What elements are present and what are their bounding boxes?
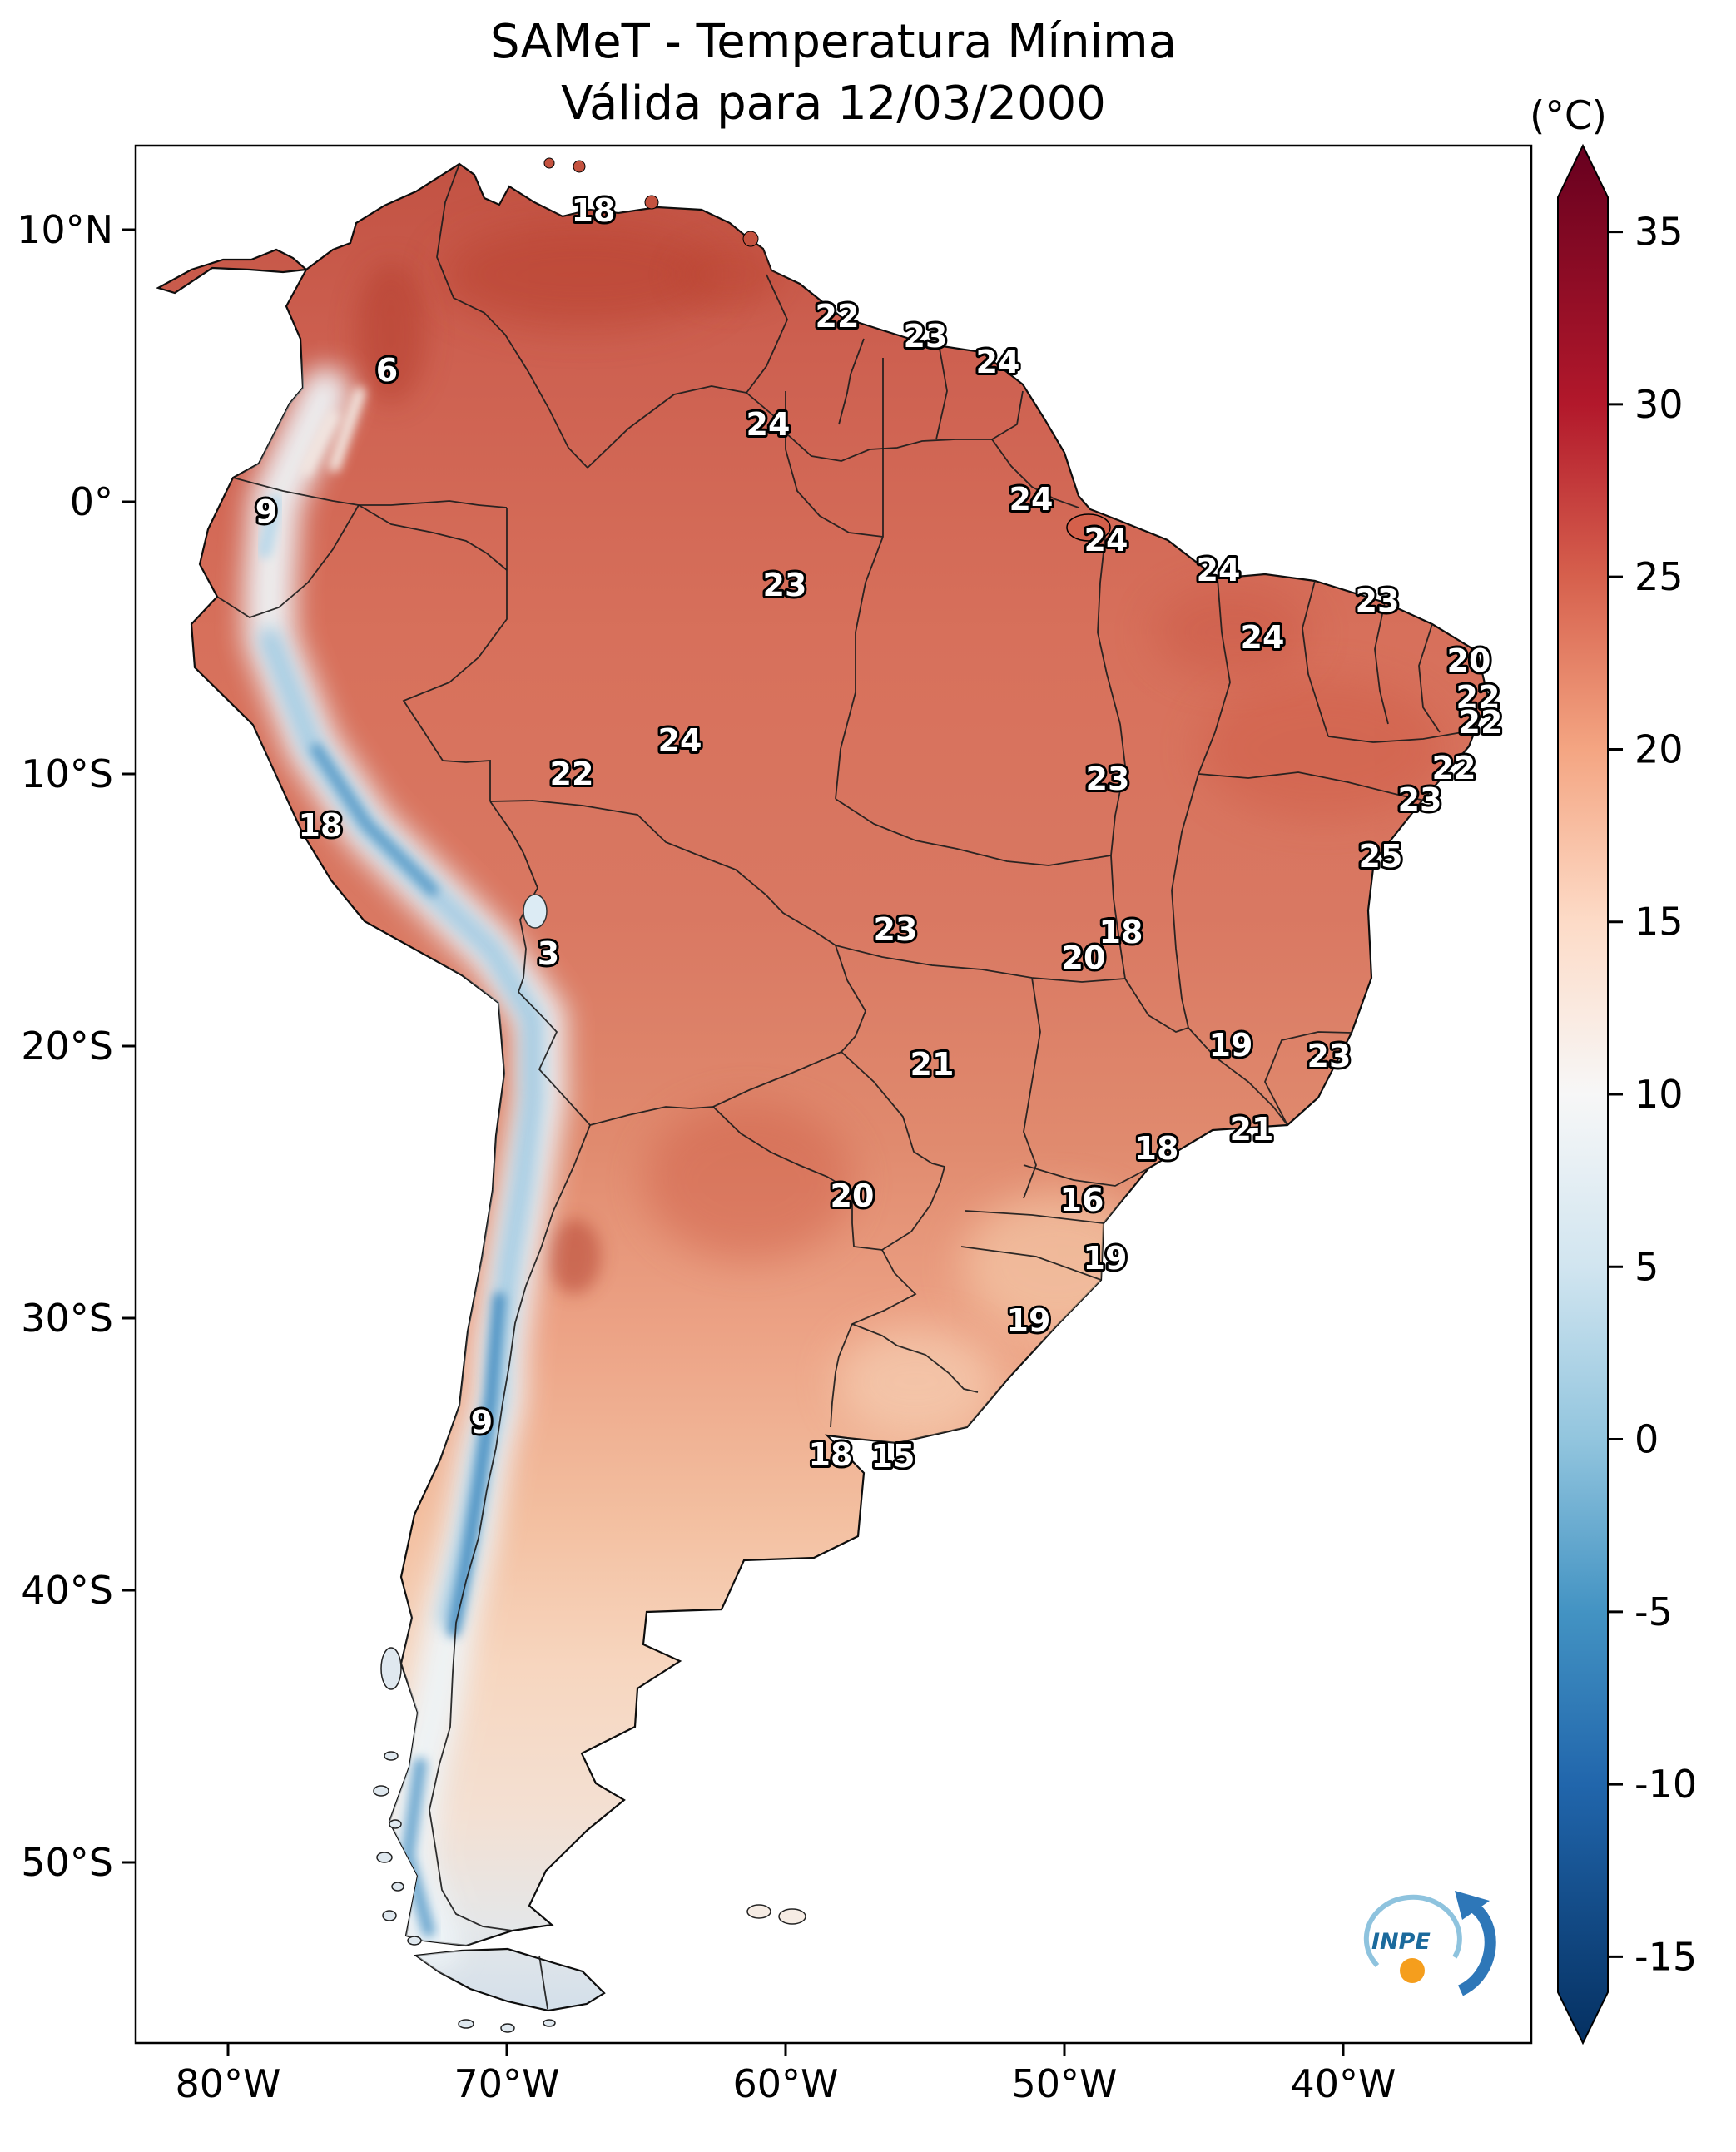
temperature-label: 24	[976, 344, 1020, 380]
lon-tick-label: 50°W	[1011, 2061, 1117, 2106]
temperature-label: 6	[376, 352, 398, 389]
inpe-logo: INPE	[1363, 1891, 1496, 1996]
temperature-label: 18	[1135, 1130, 1179, 1167]
temperature-label: 20	[1062, 940, 1106, 976]
temperature-label: 22	[550, 756, 594, 792]
colorbar-tick-label: 10	[1634, 1072, 1684, 1117]
temperature-label: 16	[1060, 1182, 1104, 1218]
colorbar-tick-label: 30	[1634, 382, 1684, 427]
temperature-label: 19	[1209, 1027, 1253, 1064]
temperature-label: 22	[816, 298, 860, 335]
axis-ticks: 10°N 0° 10°S 20°S 30°S 40°S 50°S 80°W 70°W 60°W 50…	[17, 207, 1396, 2106]
temperature-label: 23	[763, 567, 807, 603]
lat-tick-label: 10°S	[21, 751, 113, 796]
lat-tick-label: 0°	[70, 479, 113, 524]
map-subtitle: Válida para 12/03/2000	[561, 77, 1106, 131]
temperature-label: 24	[1009, 481, 1054, 518]
temperature-label: 23	[874, 911, 918, 948]
temperature-label: 21	[1230, 1111, 1274, 1148]
map-title: SAMeT - Temperatura Mínima	[489, 15, 1178, 69]
colorbar-tick-label: -5	[1634, 1589, 1673, 1634]
temperature-label: 24	[746, 406, 791, 443]
temperature-label: 24	[1197, 552, 1241, 588]
islands-and-lakes	[373, 157, 1111, 2033]
temperature-label: 24	[1241, 619, 1285, 656]
temperature-label: 23	[1356, 583, 1400, 619]
temperature-label: 18	[299, 807, 343, 844]
inpe-logo-orbit	[1363, 1894, 1462, 1968]
temperature-label: 23	[1086, 761, 1130, 797]
colorbar-tick-label: -10	[1634, 1762, 1697, 1807]
inpe-logo-text: INPE	[1371, 1929, 1431, 1955]
colorbar-tick-label: -15	[1634, 1934, 1697, 1979]
lake-titicaca	[523, 894, 548, 929]
lon-tick-label: 60°W	[732, 2061, 838, 2106]
lon-tick-label: 80°W	[175, 2061, 280, 2106]
temperature-label: 24	[658, 722, 702, 759]
lon-tick-label: 40°W	[1290, 2061, 1396, 2106]
country-and-state-borders	[216, 163, 1463, 2010]
inpe-logo-sun	[1400, 1958, 1425, 1983]
temperature-label: 19	[1084, 1240, 1128, 1277]
temperature-label: 15	[871, 1438, 915, 1475]
colorbar-tick-label: 0	[1634, 1417, 1659, 1462]
temperature-label: 23	[1398, 781, 1442, 818]
chiloe-island	[380, 1647, 402, 1690]
temperature-label: 18	[1099, 914, 1143, 950]
temperature-label: 21	[910, 1046, 955, 1083]
temperature-label: 19	[1007, 1302, 1051, 1339]
temperature-label: 22	[1432, 750, 1476, 786]
colorbar-tick-label: 25	[1634, 554, 1684, 599]
colorbar-tick-label: 20	[1634, 726, 1684, 771]
tierra-del-fuego	[414, 1947, 606, 2012]
temperature-label: 24	[1084, 522, 1128, 558]
falkland-islands	[746, 1904, 771, 1919]
colorbar-tick-label: 35	[1634, 210, 1684, 255]
temperature-label: 18	[809, 1436, 853, 1473]
temperature-label: 3	[538, 935, 559, 972]
lon-tick-label: 70°W	[454, 2061, 559, 2106]
lat-tick-label: 50°S	[21, 1840, 113, 1885]
marajo-island	[1066, 513, 1111, 542]
lat-tick-label: 10°N	[17, 207, 113, 252]
temperature-label: 23	[904, 318, 948, 355]
temperature-label: 20	[1447, 642, 1491, 679]
lat-tick-label: 40°S	[21, 1568, 113, 1613]
temperature-label: 23	[1307, 1038, 1352, 1074]
colorbar-tick-label: 5	[1634, 1244, 1659, 1289]
colorbar-ticks: 35 30 25 20 15 10 5 0 -5 -10 -15	[1609, 210, 1697, 1979]
temperature-label: 25	[1359, 838, 1403, 875]
temperature-label: 22	[1456, 679, 1500, 716]
colorbar-tick-label: 15	[1634, 900, 1684, 945]
inpe-logo-arrow	[1457, 1900, 1496, 1996]
colorbar-unit-label: (°C)	[1530, 93, 1607, 139]
lat-tick-label: 30°S	[21, 1296, 113, 1341]
colorbar-gradient-bar	[1557, 143, 1609, 2045]
temperature-label: 22	[1459, 704, 1503, 741]
temperature-label: 18	[572, 192, 616, 229]
lat-tick-label: 20°S	[21, 1024, 113, 1069]
temperature-label: 9	[255, 493, 277, 530]
temperature-label: 20	[831, 1178, 875, 1214]
temperature-label: 9	[471, 1404, 493, 1440]
colorbar: 35 30 25 20 15 10 5 0 -5 -10 -15	[1557, 143, 1697, 2045]
